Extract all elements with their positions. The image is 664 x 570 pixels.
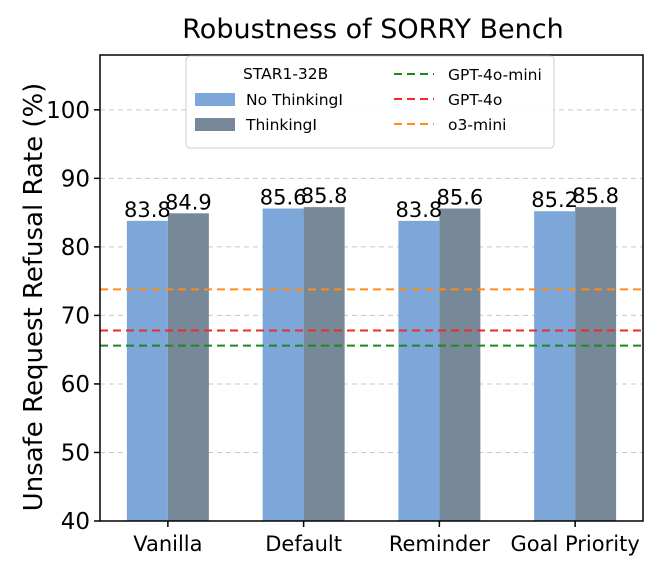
x-tick-label: Default bbox=[265, 532, 342, 556]
data-label: 83.8 bbox=[395, 198, 442, 222]
y-tick-label: 100 bbox=[46, 98, 90, 124]
bar bbox=[303, 207, 345, 521]
y-tick-label: 80 bbox=[61, 235, 90, 261]
y-tick-label: 90 bbox=[61, 166, 90, 192]
x-tick-label: Vanilla bbox=[133, 532, 202, 556]
bar bbox=[398, 220, 440, 521]
data-label: 85.6 bbox=[436, 186, 483, 210]
y-tick-label: 60 bbox=[61, 372, 90, 398]
x-ticks: Vanilla Default Reminder Goal Priority bbox=[133, 521, 640, 556]
bar bbox=[439, 208, 481, 521]
y-tick-label: 40 bbox=[61, 509, 90, 535]
legend-entry-label: No ThinkingI bbox=[246, 91, 343, 109]
plot-frame bbox=[99, 54, 644, 522]
bar bbox=[534, 211, 576, 521]
bar bbox=[262, 208, 304, 521]
data-label: 83.8 bbox=[124, 198, 171, 222]
data-label: 85.8 bbox=[572, 184, 619, 208]
chart-title: Robustness of SORRY Bench bbox=[182, 14, 563, 45]
x-tick-label: Goal Priority bbox=[511, 532, 640, 556]
data-labels: 83.884.9 85.685.883.885.6 85.285.8 bbox=[124, 184, 619, 222]
bars bbox=[126, 207, 617, 521]
data-label: 85.2 bbox=[531, 188, 578, 212]
y-axis-label: Unsafe Request Refusal Rate (%) bbox=[19, 83, 49, 512]
data-label: 84.9 bbox=[165, 190, 212, 214]
y-tick-label: 70 bbox=[61, 303, 90, 329]
legend-entry-label: GPT-4o bbox=[448, 91, 502, 109]
y-ticks: 40 50 60 70 80 90 100 bbox=[46, 98, 100, 535]
legend-entry-label: GPT-4o-mini bbox=[448, 66, 542, 84]
legend-swatch bbox=[195, 118, 235, 131]
legend: STAR1-32B No ThinkingI ThinkingI GPT-4o-mi… bbox=[185, 55, 555, 149]
legend-entry-label: ThinkingI bbox=[245, 116, 317, 134]
legend-entry-label: o3-mini bbox=[448, 116, 506, 134]
bar bbox=[167, 213, 209, 521]
legend-box bbox=[185, 55, 555, 149]
x-tick-label: Reminder bbox=[389, 532, 490, 556]
legend-group-title: STAR1-32B bbox=[243, 65, 328, 83]
data-label: 85.8 bbox=[301, 184, 348, 208]
bar bbox=[575, 207, 617, 521]
legend-swatch bbox=[195, 93, 235, 106]
bar bbox=[126, 220, 168, 521]
data-label: 85.6 bbox=[260, 186, 307, 210]
y-tick-label: 50 bbox=[61, 440, 90, 466]
